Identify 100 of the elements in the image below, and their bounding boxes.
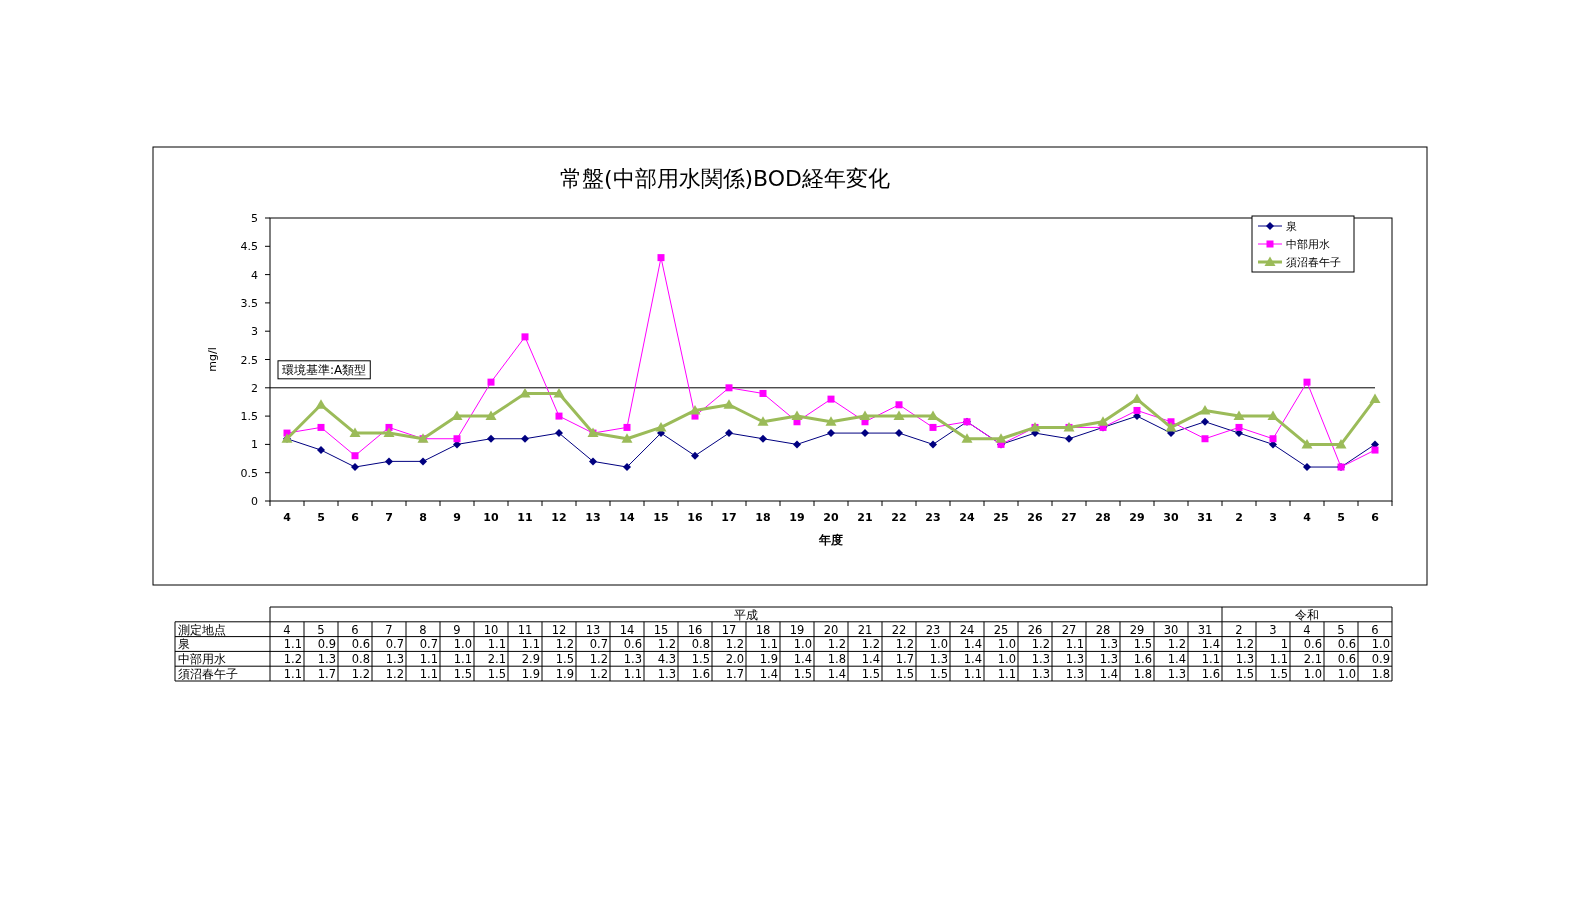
data-label: 1.5 bbox=[453, 667, 472, 681]
y-axis-title: mg/l bbox=[206, 347, 219, 372]
data-label: 1.1 bbox=[487, 637, 506, 652]
data-label: 2.1 bbox=[487, 652, 506, 667]
x-tick-label: 2 bbox=[1235, 511, 1243, 524]
data-label: 1.2 bbox=[861, 637, 880, 652]
data-label: 1.3 bbox=[1031, 667, 1050, 681]
category-label: 18 bbox=[755, 622, 771, 637]
ref-line-label: 環境基準:A類型 bbox=[282, 362, 367, 377]
x-tick-label: 28 bbox=[1095, 511, 1111, 524]
data-label: 1.1 bbox=[759, 637, 778, 652]
data-label: 1.5 bbox=[895, 667, 914, 681]
category-label: 15 bbox=[653, 622, 669, 637]
y-tick-label: 3 bbox=[251, 325, 258, 339]
x-tick-label: 23 bbox=[925, 511, 941, 524]
data-label: 1.8 bbox=[1371, 667, 1390, 681]
x-tick-label: 26 bbox=[1027, 511, 1043, 524]
text: 測定地点 bbox=[178, 622, 226, 637]
x-tick-label: 24 bbox=[959, 511, 975, 524]
data-label: 1.3 bbox=[1099, 637, 1118, 652]
x-tick-label: 11 bbox=[517, 511, 533, 524]
x-tick-label: 7 bbox=[385, 511, 393, 524]
category-label: 11 bbox=[517, 622, 533, 637]
data-label: 1.1 bbox=[1269, 652, 1288, 667]
data-label: 1.4 bbox=[861, 652, 880, 667]
x-tick-label: 17 bbox=[721, 511, 737, 524]
x-tick-label: 6 bbox=[1371, 511, 1380, 524]
x-tick-label: 12 bbox=[551, 511, 567, 524]
x-tick-label: 10 bbox=[483, 511, 499, 524]
data-label: 1.5 bbox=[691, 652, 710, 667]
legend-label: 泉 bbox=[1286, 220, 1297, 233]
x-tick-label: 22 bbox=[891, 511, 907, 524]
category-label: 8 bbox=[419, 622, 427, 637]
x-tick-label: 25 bbox=[993, 511, 1009, 524]
data-label: 1.5 bbox=[487, 667, 506, 681]
category-label: 14 bbox=[619, 622, 635, 637]
data-label: 1.2 bbox=[283, 652, 302, 667]
legend-label: 中部用水 bbox=[1286, 238, 1330, 251]
category-label: 21 bbox=[857, 622, 873, 637]
data-label: 1.4 bbox=[1099, 667, 1118, 681]
data-label: 1.4 bbox=[1201, 637, 1220, 652]
x-tick-label: 3 bbox=[1269, 511, 1277, 524]
text: 須沼春午子 bbox=[178, 667, 238, 681]
data-label: 1.1 bbox=[419, 667, 438, 681]
data-label: 1.5 bbox=[555, 652, 574, 667]
x-tick-label: 8 bbox=[419, 511, 427, 524]
data-label: 1.0 bbox=[453, 637, 472, 652]
data-label: 1.7 bbox=[317, 667, 336, 681]
data-label: 1.5 bbox=[1133, 637, 1152, 652]
x-tick-label: 5 bbox=[1337, 511, 1345, 524]
data-label: 0.7 bbox=[419, 637, 438, 652]
category-label: 16 bbox=[687, 622, 703, 637]
data-label: 1.1 bbox=[1065, 637, 1084, 652]
data-label: 1.2 bbox=[1031, 637, 1050, 652]
data-label: 1.3 bbox=[1167, 667, 1186, 681]
data-label: 1.1 bbox=[419, 652, 438, 667]
y-tick-label: 0 bbox=[251, 495, 258, 508]
data-label: 0.6 bbox=[1303, 637, 1322, 652]
data-label: 2.1 bbox=[1303, 652, 1322, 667]
y-tick-label: 1 bbox=[251, 438, 258, 452]
y-tick-label: 4 bbox=[251, 268, 258, 282]
category-label: 7 bbox=[385, 622, 393, 637]
chart-title: 常盤(中部用水関係)BOD経年変化 bbox=[559, 166, 891, 191]
data-label: 1.2 bbox=[385, 667, 404, 681]
category-label: 12 bbox=[551, 622, 567, 637]
data-label: 1.5 bbox=[793, 667, 812, 681]
category-label: 17 bbox=[721, 622, 737, 637]
data-label: 4.3 bbox=[657, 652, 676, 667]
x-tick-label: 20 bbox=[823, 511, 839, 524]
x-tick-label: 21 bbox=[857, 511, 873, 524]
x-tick-label: 30 bbox=[1163, 511, 1179, 524]
x-tick-label: 29 bbox=[1129, 511, 1145, 524]
data-label: 1.7 bbox=[895, 652, 914, 667]
data-label: 1.1 bbox=[623, 667, 642, 681]
text: 令和 bbox=[1295, 607, 1319, 622]
data-label: 1.1 bbox=[453, 652, 472, 667]
data-label: 1.0 bbox=[793, 637, 812, 652]
y-tick-label: 3.5 bbox=[240, 296, 258, 310]
x-tick-label: 5 bbox=[317, 511, 325, 524]
x-tick-label: 16 bbox=[687, 511, 703, 524]
data-label: 1.8 bbox=[1133, 667, 1152, 681]
data-label: 1.2 bbox=[725, 637, 744, 652]
data-label: 1.9 bbox=[759, 652, 778, 667]
data-label: 1.1 bbox=[963, 667, 982, 681]
data-label: 1.3 bbox=[1065, 652, 1084, 667]
x-tick-label: 18 bbox=[755, 511, 771, 524]
data-label: 0.6 bbox=[1337, 652, 1356, 667]
data-label: 1.3 bbox=[929, 652, 948, 667]
data-label: 1.0 bbox=[929, 637, 948, 652]
x-tick-label: 4 bbox=[283, 511, 292, 524]
data-label: 1.0 bbox=[1303, 667, 1322, 681]
category-label: 26 bbox=[1027, 622, 1043, 637]
text: 中部用水 bbox=[178, 652, 226, 667]
data-label: 1.2 bbox=[657, 637, 676, 652]
data-label: 1.5 bbox=[1235, 667, 1254, 681]
data-label: 1.3 bbox=[385, 652, 404, 667]
x-tick-label: 6 bbox=[351, 511, 360, 524]
category-label: 4 bbox=[1303, 622, 1311, 637]
category-label: 31 bbox=[1197, 622, 1213, 637]
data-label: 1.1 bbox=[283, 637, 302, 652]
